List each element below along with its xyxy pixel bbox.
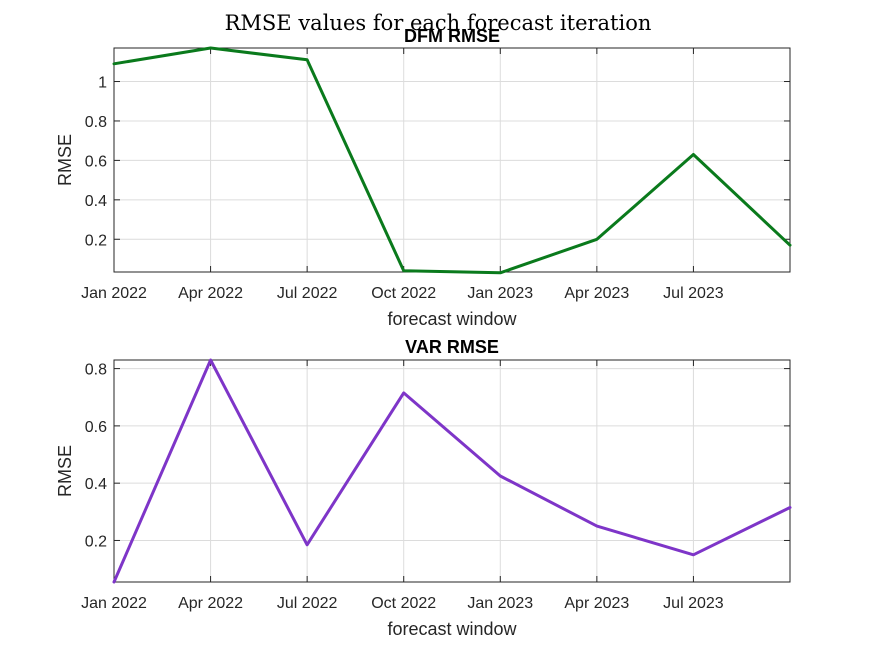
dfm-chart-title: DFM RMSE <box>404 26 500 46</box>
var-axes-frame <box>113 359 791 583</box>
x-tick-label: Jan 2023 <box>467 285 533 302</box>
var-y-axis-label: RMSE <box>55 445 75 497</box>
y-tick-label: 0.6 <box>85 419 107 436</box>
y-tick-label: 1 <box>98 75 107 92</box>
y-tick-label: 0.2 <box>85 533 107 550</box>
var-x-axis-label: forecast window <box>387 619 517 639</box>
y-tick-label: 0.4 <box>85 476 107 493</box>
x-tick-label: Jan 2022 <box>81 285 147 302</box>
x-tick-label: Apr 2023 <box>564 595 629 612</box>
x-tick-label: Apr 2023 <box>564 285 629 302</box>
x-tick-label: Apr 2022 <box>178 595 243 612</box>
y-tick-label: 0.8 <box>85 114 107 131</box>
var-axes: Jan 2022 Apr 2022 Jul 2022 Oct 2022 Jan 2023… <box>55 337 792 639</box>
x-tick-label: Jan 2022 <box>81 595 147 612</box>
y-tick-label: 0.4 <box>85 193 107 210</box>
y-tick-label: 0.2 <box>85 232 107 249</box>
dfm-axes: Jan 2022 Apr 2022 Jul 2022 Oct 2022 Jan 2023… <box>55 26 792 329</box>
x-tick-label: Jul 2022 <box>277 595 338 612</box>
x-tick-label: Oct 2022 <box>371 285 436 302</box>
x-tick-label: Jul 2023 <box>663 595 724 612</box>
y-tick-label: 0.8 <box>85 362 107 379</box>
var-rmse-line <box>112 358 792 584</box>
dfm-y-axis-label: RMSE <box>55 134 75 186</box>
x-tick-label: Apr 2022 <box>178 285 243 302</box>
x-tick-label: Jul 2022 <box>277 285 338 302</box>
y-tick-label: 0.6 <box>85 153 107 170</box>
dfm-x-axis-label: forecast window <box>387 309 517 329</box>
figure-suptitle: RMSE values for each forecast iteration <box>225 11 652 35</box>
x-tick-label: Jul 2023 <box>663 285 724 302</box>
dfm-rmse-line <box>112 46 792 275</box>
x-tick-label: Jan 2023 <box>467 595 533 612</box>
var-chart-title: VAR RMSE <box>405 337 499 357</box>
x-tick-label: Oct 2022 <box>371 595 436 612</box>
